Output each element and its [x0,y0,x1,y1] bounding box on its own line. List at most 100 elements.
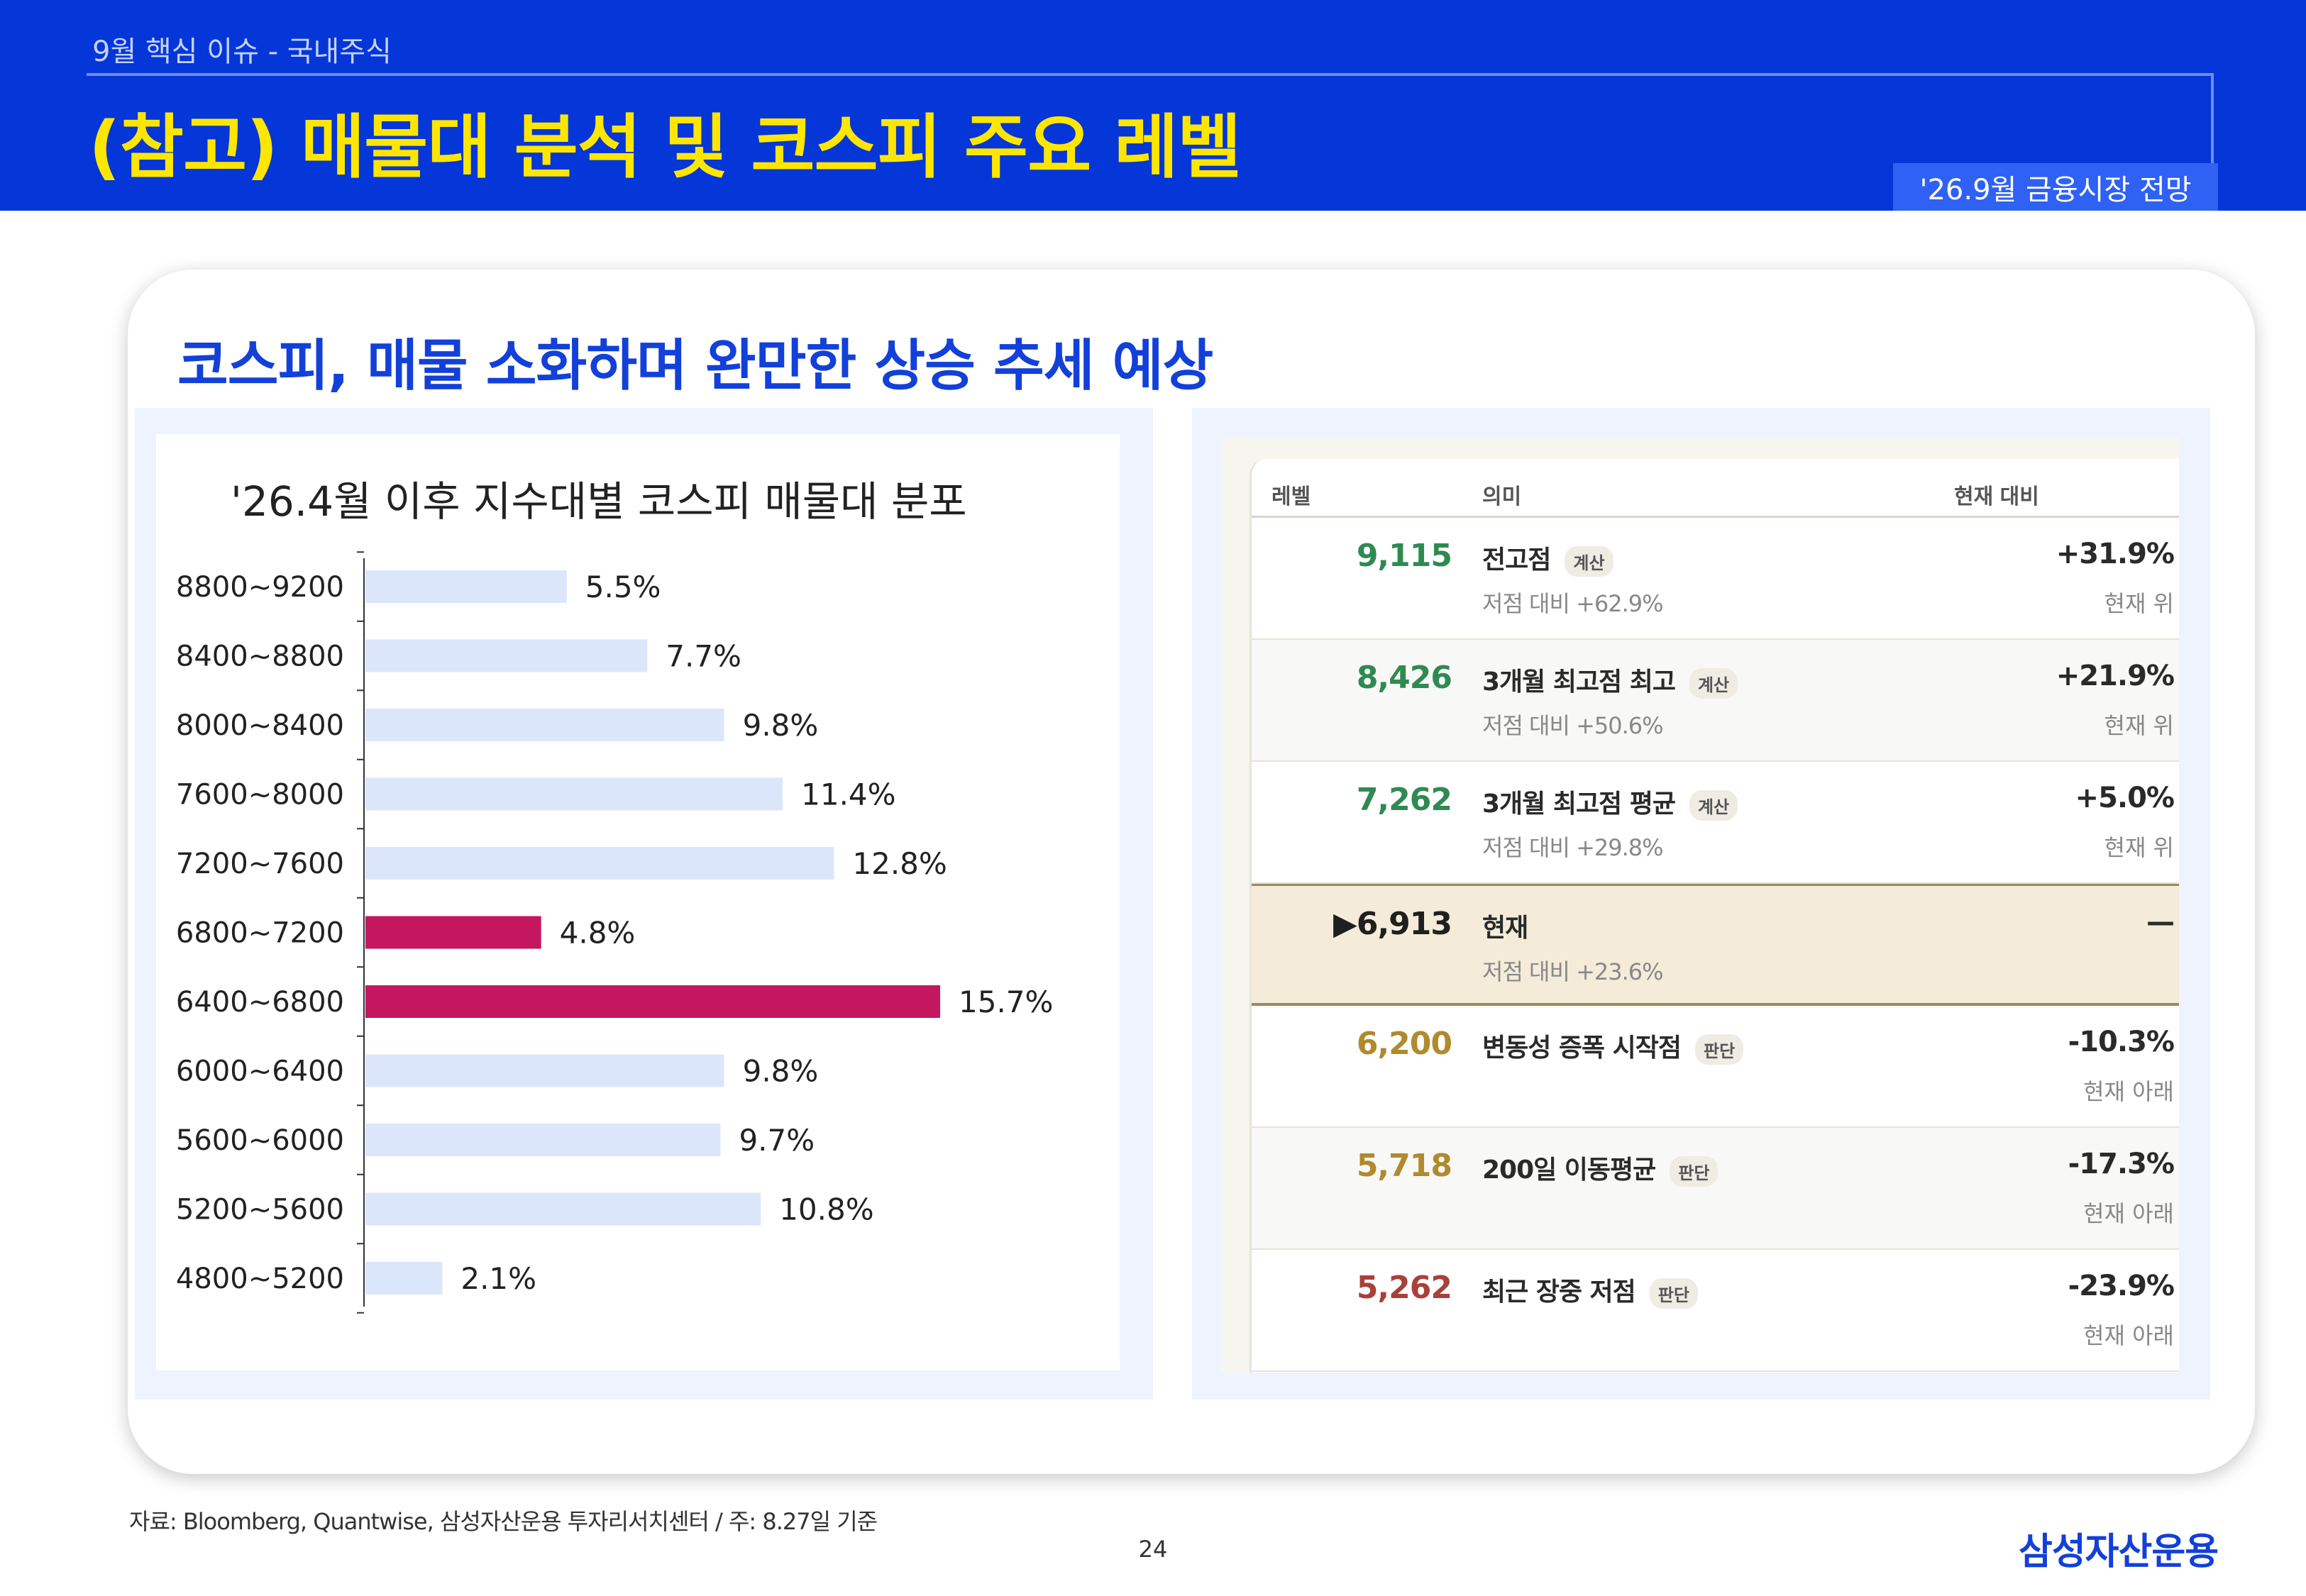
value-label: 5.5% [585,570,661,604]
method-tag: 판단 [1695,1033,1744,1065]
level-meaning: 3개월 최고점 평균 계산 [1482,783,1738,821]
card-headline: 코스피, 매물 소화하며 완만한 상승 추세 예상 [177,334,1213,398]
table-row: 6,200 변동성 증폭 시작점 판단 -10.3% 현재 아래 [1252,1006,2179,1128]
position-text: 현재 아래 [2083,1078,2174,1105]
value-label: 9.7% [739,1123,815,1158]
category-label: 8000~8400 [176,709,344,742]
table-row: 5,262 최근 장중 저점 판단 -23.9% 현재 아래 [1252,1250,2179,1372]
vs-current-pct: -17.3% [2068,1148,2175,1180]
bar [365,570,567,603]
header-meaning: 의미 [1482,484,1522,509]
meaning-text: 최근 장중 저점 [1482,1278,1636,1307]
category-label: 8400~8800 [176,641,344,673]
method-tag: 판단 [1670,1156,1719,1187]
value-label: 12.8% [852,846,947,881]
vs-current-pct: +21.9% [2056,660,2175,692]
method-tag: 계산 [1689,789,1738,821]
level-meaning: 200일 이동평균 판단 [1482,1149,1719,1187]
category-label: 5600~6000 [176,1124,344,1157]
vs-current-pct: +5.0% [2075,782,2175,814]
vs-low-text: 저점 대비 +29.8% [1482,834,1664,861]
vs-current-pct: -10.3% [2068,1026,2175,1058]
value-label: 2.1% [460,1261,536,1296]
vs-current-pct: +31.9% [2056,538,2175,570]
source-note: 자료: Bloomberg, Quantwise, 삼성자산운용 투자리서치센터… [129,1508,878,1535]
vs-current-pct: -23.9% [2068,1270,2175,1302]
bar [365,1054,724,1087]
level-value: ▶6,913 [1333,906,1452,942]
method-tag: 판단 [1649,1278,1698,1309]
vs-current-pct: — [2146,906,2175,938]
position-text: 현재 위 [2104,590,2175,617]
level-value: 8,426 [1356,660,1452,696]
bar-chart: 8800~9200 5.5% 8400~8800 7.7% 8000~8400 9.8% 7… [176,551,1053,1314]
category-label: 8800~9200 [176,571,344,604]
method-tag: 계산 [1565,545,1613,577]
bar [365,777,783,811]
level-value: 9,115 [1356,538,1452,574]
meaning-text: 3개월 최고점 평균 [1482,789,1676,819]
table-row: 5,718 200일 이동평균 판단 -17.3% 현재 아래 [1252,1128,2179,1250]
value-label: 9.8% [743,1054,819,1089]
report-badge: '26.9월 금융시장 전망 [1893,163,2218,211]
vs-low-text: 저점 대비 +62.9% [1482,590,1664,617]
bar [365,709,724,741]
value-label: 15.7% [959,985,1053,1019]
meaning-text: 3개월 최고점 최고 [1482,667,1676,697]
header-level: 레벨 [1271,484,1311,509]
value-label: 9.8% [743,708,819,743]
bar [365,639,648,672]
company-logo: 삼성자산운용 [2019,1531,2219,1573]
category-label: 6000~6400 [176,1055,344,1088]
value-label: 10.8% [779,1192,873,1227]
chart-title: '26.4월 이후 지수대별 코스피 매물대 분포 [231,477,967,526]
level-value: 7,262 [1356,782,1452,818]
header-divider-vertical [2211,73,2214,164]
bar [365,1192,761,1226]
method-tag: 계산 [1689,667,1738,699]
page-number: 24 [1138,1536,1168,1563]
vs-low-text: 저점 대비 +23.6% [1482,958,1664,985]
category-label: 6400~6800 [176,986,344,1019]
category-label: 5200~5600 [176,1194,344,1226]
bar [365,985,940,1018]
value-label: 4.8% [560,916,636,951]
level-value: 5,718 [1356,1148,1452,1184]
level-meaning: 3개월 최고점 최고 계산 [1482,661,1738,699]
bar [365,916,541,949]
meaning-text: 전고점 [1482,545,1551,575]
header-banner: 9월 핵심 이슈 - 국내주식 (참고) 매물대 분석 및 코스피 주요 레벨 … [0,0,2306,211]
level-meaning: 전고점 계산 [1482,539,1613,577]
bar [365,1262,443,1295]
table-row: 7,262 3개월 최고점 평균 계산 저점 대비 +29.8% +5.0% 현재 위 [1252,762,2179,884]
bar [365,1124,721,1156]
level-value: 6,200 [1356,1026,1452,1062]
category-label: 7600~8000 [176,779,344,811]
bar [365,847,834,880]
position-text: 현재 아래 [2083,1200,2174,1227]
header-divider [87,73,2214,76]
level-meaning: 현재 [1482,907,1528,944]
vs-low-text: 저점 대비 +50.6% [1482,712,1664,739]
category-label: 7200~7600 [176,848,344,880]
meaning-text: 200일 이동평균 [1482,1156,1656,1185]
value-label: 11.4% [801,777,895,812]
position-text: 현재 아래 [2083,1322,2174,1349]
levels-table: 레벨 의미 현재 대비 9,115 전고점 계산 저점 대비 +62.9% +31.9%… [1249,459,2179,1373]
table-screenshot: 레벨 의미 현재 대비 9,115 전고점 계산 저점 대비 +62.9% +31.9%… [1221,438,2179,1373]
section-label: 9월 핵심 이슈 - 국내주식 [92,35,392,68]
category-label: 4800~5200 [176,1263,344,1295]
page-title: (참고) 매물대 분석 및 코스피 주요 레벨 [89,107,1242,188]
level-meaning: 변동성 증폭 시작점 판단 [1482,1027,1744,1065]
table-row: ▶6,913 현재저점 대비 +23.6% — [1252,884,2179,1006]
header-vs-current: 현재 대비 [1954,484,2039,509]
level-meaning: 최근 장중 저점 판단 [1482,1271,1698,1309]
value-label: 7.7% [666,639,741,674]
meaning-text: 현재 [1482,914,1528,943]
position-text: 현재 위 [2104,712,2175,739]
header-rule [1252,516,2179,518]
level-value: 5,262 [1356,1270,1452,1306]
meaning-text: 변동성 증폭 시작점 [1482,1033,1682,1063]
